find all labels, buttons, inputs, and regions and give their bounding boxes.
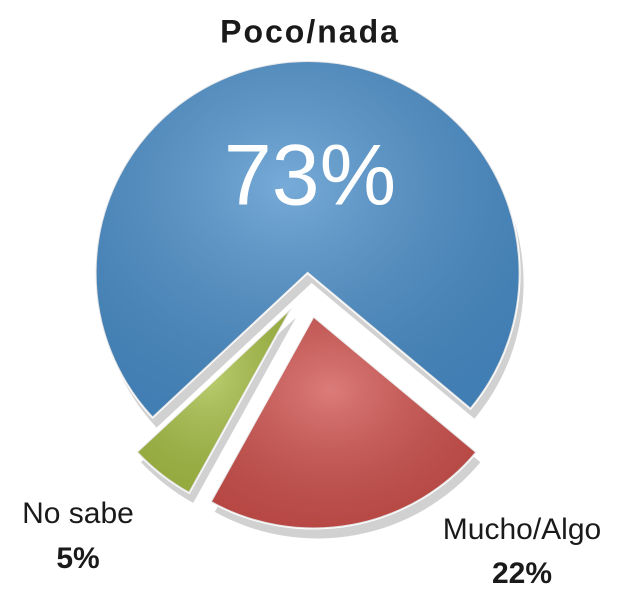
value-label: 22% [492, 557, 552, 590]
slice-shade [136, 307, 292, 493]
value-label: 5% [56, 542, 99, 575]
category-label: Mucho/Algo [443, 513, 601, 546]
slice-shade [210, 316, 477, 529]
labels: Poco/nada 73% Mucho/Algo 22% No sabe 5% [22, 13, 601, 589]
pie [94, 60, 524, 539]
value-label: 73% [224, 128, 396, 224]
category-label: No sabe [22, 497, 134, 530]
slice-shade [95, 61, 520, 418]
category-label: Poco/nada [220, 13, 400, 49]
